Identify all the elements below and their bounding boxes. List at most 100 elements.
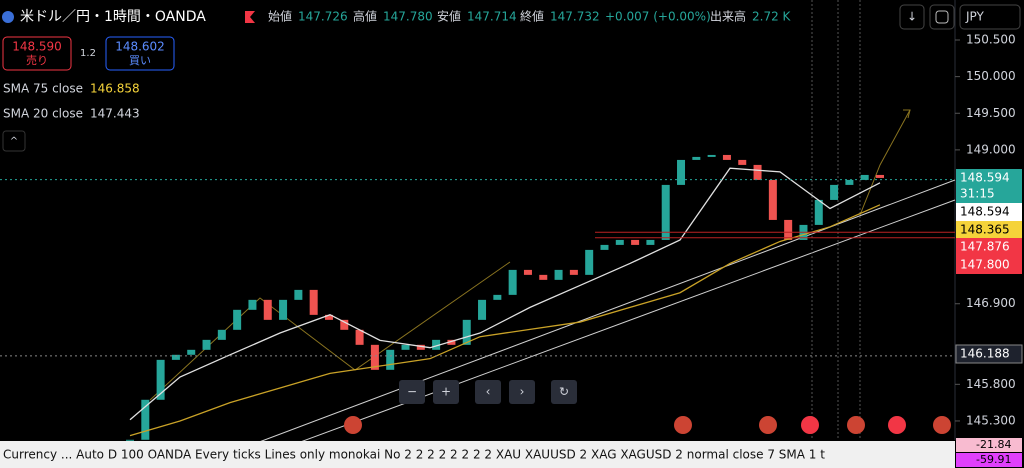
candle: [615, 239, 624, 245]
candle: [432, 339, 441, 350]
event-icons: [344, 416, 951, 434]
candle: [784, 219, 793, 240]
spread: 1.2: [80, 48, 96, 59]
event-icon[interactable]: [674, 416, 692, 434]
icon: −: [407, 385, 417, 399]
y-tick-label: 150.000: [966, 69, 1016, 83]
event-icon[interactable]: [801, 416, 819, 434]
change: +0.007 (+0.00%): [605, 10, 711, 24]
event-icon[interactable]: [344, 416, 362, 434]
low-label: 安値: [437, 9, 461, 24]
candle: [126, 439, 134, 441]
sell-price: 148.590: [12, 40, 62, 54]
candle: [830, 184, 839, 200]
nav-controls: − + ‹ › ↻: [399, 380, 577, 404]
candle: [569, 269, 578, 275]
candle: [294, 289, 303, 300]
price-label-box: [956, 221, 1022, 239]
candle: [309, 289, 318, 315]
close: 147.732: [550, 10, 600, 24]
candle: [279, 299, 288, 320]
candle: [401, 344, 410, 350]
button[interactable]: [929, 4, 955, 30]
drawing: [859, 109, 911, 216]
icon: ↻: [559, 385, 569, 399]
event-icon[interactable]: [759, 416, 777, 434]
candle: [646, 239, 655, 245]
button-icon: ↓: [907, 10, 917, 24]
buy-price: 148.602: [115, 40, 165, 54]
candle: [187, 349, 196, 355]
candle: [692, 156, 701, 160]
y-tick-label: 145.300: [966, 413, 1016, 427]
candle: [661, 184, 670, 240]
y-tick-label: 150.500: [966, 33, 1016, 47]
sell-label: 売り: [26, 54, 48, 67]
collapse-icon: ^: [10, 136, 18, 147]
event-icon[interactable]: [933, 416, 951, 434]
candle: [738, 159, 747, 165]
candle: [814, 199, 823, 225]
pane-label-box: [956, 438, 1022, 452]
reset[interactable]: [551, 380, 577, 404]
candle: [478, 299, 487, 320]
price-label-box: [956, 238, 1022, 256]
candle: [156, 359, 165, 400]
buy-button[interactable]: [105, 36, 175, 71]
y-tick-label: 145.800: [966, 377, 1016, 391]
candle: [248, 299, 257, 310]
candle: [263, 299, 272, 320]
flag: [245, 11, 255, 23]
collapse-button[interactable]: [2, 130, 26, 152]
event-icon[interactable]: [847, 416, 865, 434]
candle: [370, 344, 379, 370]
candle: [753, 164, 762, 180]
y-tick-label: 146.900: [966, 296, 1016, 310]
price-label: 148.594: [960, 171, 1010, 185]
y-tick-label: 149.000: [966, 142, 1016, 156]
high: 147.780: [383, 10, 433, 24]
price-label: 146.188: [960, 347, 1010, 361]
event-icon[interactable]: [888, 416, 906, 434]
candle: [707, 154, 716, 157]
zoom-in[interactable]: [433, 380, 459, 404]
scroll-right[interactable]: [509, 380, 535, 404]
candle: [539, 274, 548, 280]
price-label: 148.365: [960, 223, 1010, 237]
sma-line: [129, 204, 881, 437]
icon: +: [441, 385, 451, 399]
button-icon: [935, 10, 949, 24]
candle: [845, 179, 854, 185]
indicator-value: 146.858: [90, 82, 140, 96]
open: 147.726: [298, 10, 348, 24]
indicator-value: 147.443: [90, 107, 140, 121]
candle: [462, 319, 471, 345]
status-text: Currency ... Auto D 100 OANDA Every tick…: [3, 448, 825, 462]
currency-select[interactable]: [959, 4, 1021, 30]
zoom-out[interactable]: [399, 380, 425, 404]
candle: [141, 399, 150, 440]
candle: [355, 329, 364, 345]
candle: [677, 159, 686, 185]
price-label-box: [956, 256, 1022, 274]
candle: [508, 269, 517, 295]
y-tick-label: 149.500: [966, 106, 1016, 120]
candle: [631, 239, 640, 245]
pane-label-box: [956, 453, 1022, 467]
price-label: 147.800: [960, 258, 1010, 272]
price-label: 147.876: [960, 240, 1010, 254]
candle: [554, 269, 563, 280]
button[interactable]: [899, 4, 925, 30]
volume-label: 出来高: [710, 9, 746, 24]
indicator-name: SMA 75 close: [3, 82, 83, 96]
scroll-left[interactable]: [475, 380, 501, 404]
close-label: 終値: [520, 9, 544, 24]
candle: [523, 269, 532, 275]
candle: [493, 294, 502, 300]
price-label-box: [956, 203, 1022, 221]
candle: [876, 174, 884, 178]
sell-button[interactable]: [2, 36, 72, 71]
flag-icon: [2, 11, 14, 23]
candle: [585, 249, 594, 275]
